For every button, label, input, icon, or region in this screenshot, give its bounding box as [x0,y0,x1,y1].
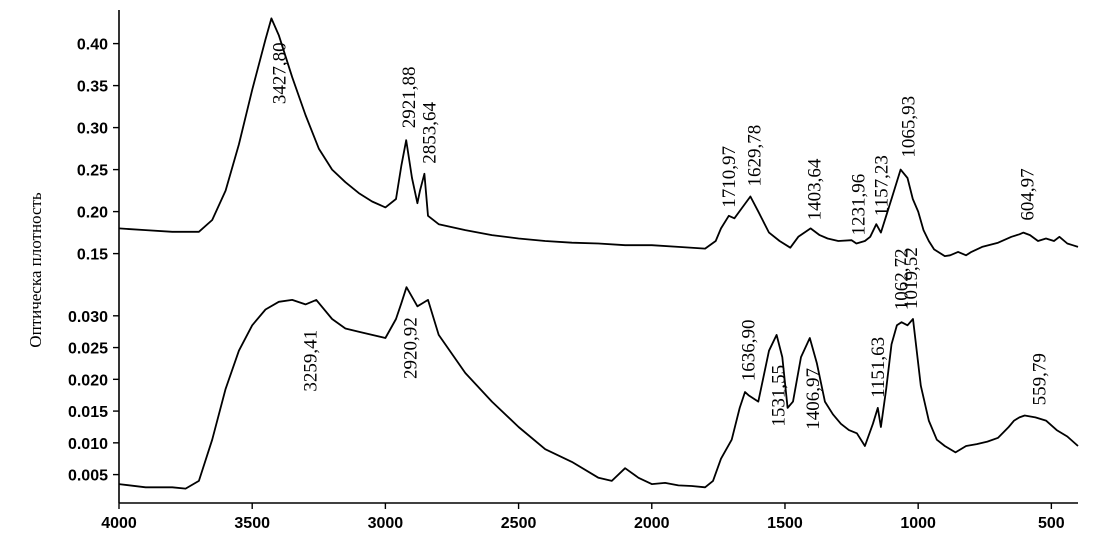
y-tick-label: 0.015 [68,404,108,421]
chart-series [118,17,1079,490]
peak-label: 1062,72 [892,248,913,310]
spectrum-line-top [118,17,1079,257]
y-tick-label: 0.20 [77,205,108,222]
peak-label: 2853,64 [419,102,440,164]
peak-label: 1406,97 [803,368,824,430]
x-tick-label: 2500 [501,515,537,532]
peak-label: 1019,52 [901,247,922,309]
peak-label: 1629,78 [744,125,765,187]
y-tick-label: 0.030 [68,309,108,326]
peak-label: 2920,92 [401,317,422,379]
x-tick-label: 3000 [368,515,404,532]
x-tick-label: 1000 [900,515,936,532]
y-tick-label: 0.30 [77,121,108,138]
y-axis-label: Оптичеcка плотность [26,192,45,348]
peak-label: 1531,55 [769,365,790,427]
chart-axes: 4000 3500 3000 2500 2000 1500 1000 500 0.15 0.20 0… [68,10,1078,532]
peak-label: 1403,64 [805,158,826,220]
peak-label: 1636,90 [739,319,760,381]
y-tick-label: 0.35 [77,79,108,96]
y-tick-label: 0.020 [68,372,108,389]
x-tick-label: 500 [1038,515,1065,532]
peak-label: 1231,96 [848,174,869,236]
x-tick-label: 2000 [634,515,670,532]
y-tick-label: 0.010 [68,436,108,453]
peak-label: 559,79 [1029,353,1050,405]
peak-label: 2921,88 [399,66,420,128]
peak-label: 604,97 [1017,168,1038,220]
y-tick-label: 0.005 [68,468,108,485]
y-tick-label: 0.40 [77,37,108,54]
peak-label: 1710,97 [719,146,740,208]
peak-label: 1151,63 [868,337,889,398]
x-tick-label: 1500 [767,515,803,532]
y-tick-label: 0.025 [68,341,108,358]
x-tick-label: 3500 [234,515,270,532]
y-tick-label: 0.25 [77,163,108,180]
peak-label: 3427,80 [269,42,290,104]
peak-label: 3259,41 [300,330,321,392]
spectrum-line-bottom [118,286,1079,490]
y-tick-label: 0.15 [77,247,108,264]
x-tick-label: 4000 [101,515,137,532]
peak-label: 1065,93 [899,96,920,158]
peak-label: 1157,23 [871,155,892,216]
